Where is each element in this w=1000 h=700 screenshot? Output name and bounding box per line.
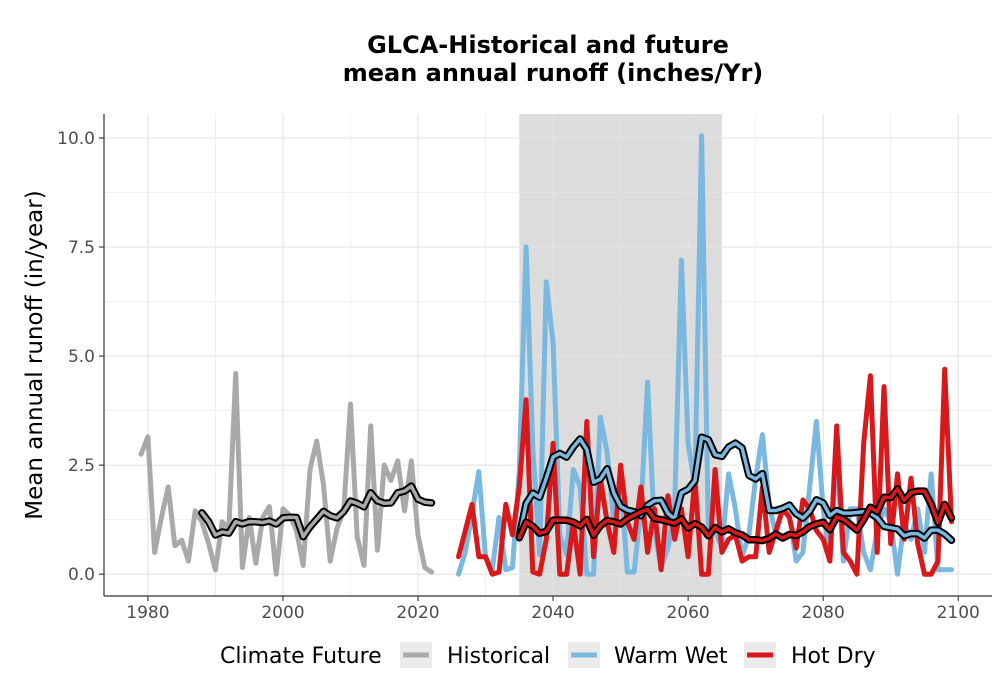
- y-tick-label: 2.5: [68, 456, 95, 476]
- legend-item-hot-dry: Hot Dry: [744, 642, 876, 669]
- series-line-warm-wet: [456, 133, 954, 577]
- series-line-hot-dry: [456, 366, 954, 577]
- chart-title-line2: mean annual runoff (inches/Yr): [343, 59, 764, 87]
- plot-area: [104, 114, 992, 596]
- x-tick-label: 2060: [666, 603, 709, 623]
- legend-title: Climate Future: [220, 644, 382, 669]
- rolling-mean-line-historical: [200, 484, 434, 539]
- rolling-mean-line-hot-dry: [517, 487, 954, 543]
- y-tick-label: 5.0: [68, 347, 95, 367]
- legend-item-warm-wet: Warm Wet: [568, 642, 728, 669]
- series-layer: [138, 133, 956, 577]
- legend-label-historical: Historical: [447, 644, 550, 669]
- x-tick-label: 2000: [261, 603, 304, 623]
- rolling-mean-line-warm-wet: [517, 435, 954, 542]
- series-line-historical: [138, 371, 434, 577]
- y-tick-label: 0.0: [68, 565, 95, 585]
- x-tick-label: 2100: [937, 603, 980, 623]
- legend-label-hot-dry: Hot Dry: [791, 644, 876, 669]
- x-tick-label: 2040: [531, 603, 574, 623]
- legend-label-warm-wet: Warm Wet: [614, 644, 728, 669]
- legend-item-historical: Historical: [400, 642, 550, 669]
- chart-title-line1: GLCA-Historical and future: [367, 31, 729, 59]
- x-axis-ticks: 1980 2000 2020 2040 2060 2080 2100: [126, 596, 980, 623]
- y-tick-label: 7.5: [68, 238, 95, 258]
- x-tick-label: 2020: [396, 603, 439, 623]
- x-tick-label: 2080: [802, 603, 845, 623]
- y-axis-ticks: 0.0 2.5 5.0 7.5 10.0: [57, 129, 104, 585]
- y-tick-label: 10.0: [57, 129, 95, 149]
- y-axis-label: Mean annual runoff (in/year): [22, 190, 48, 519]
- x-tick-label: 1980: [126, 603, 169, 623]
- legend: Climate Future Historical Warm Wet Hot D…: [220, 642, 876, 669]
